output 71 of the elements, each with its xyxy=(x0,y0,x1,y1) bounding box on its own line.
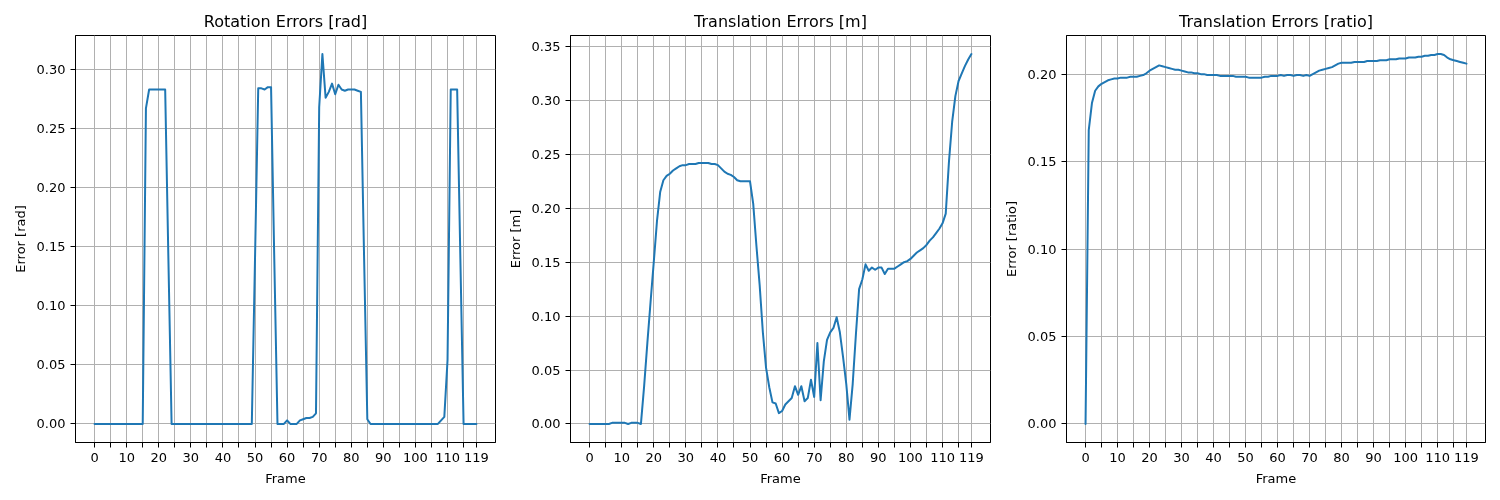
x-tick-label: 110 xyxy=(930,449,955,465)
x-tick-label: 70 xyxy=(310,449,328,465)
x-tick-label: 119 xyxy=(464,449,489,465)
x-tick-label: 50 xyxy=(1237,449,1254,465)
x-tick-label: 0 xyxy=(1081,449,1090,465)
y-tick-label: 0.10 xyxy=(531,308,561,324)
y-tick-label: 0.15 xyxy=(531,254,561,270)
y-tick-label: 0.10 xyxy=(36,298,66,314)
chart-title: Rotation Errors [rad] xyxy=(203,11,368,31)
y-axis-title: Error [rad] xyxy=(12,205,28,273)
y-tick-label: 0.15 xyxy=(1027,154,1057,170)
x-tick-label: 119 xyxy=(959,449,984,465)
x-tick-label: 60 xyxy=(773,449,791,465)
x-tick-label: 90 xyxy=(1365,449,1382,465)
line-series xyxy=(93,53,478,425)
x-tick-label: 50 xyxy=(741,449,759,465)
y-tick-label: 0.00 xyxy=(1027,416,1057,432)
x-tick-label: 20 xyxy=(1141,449,1158,465)
y-tick-label: 0.30 xyxy=(36,61,66,77)
y-tick-label: 0.05 xyxy=(36,357,66,373)
x-axis-title: Frame xyxy=(760,470,801,486)
y-tick-label: 0.20 xyxy=(531,200,561,216)
x-tick-label: 30 xyxy=(1173,449,1190,465)
x-tick-label: 40 xyxy=(214,449,232,465)
y-tick-label: 0.35 xyxy=(531,39,561,54)
x-tick-label: 100 xyxy=(898,449,923,465)
x-tick-label: 119 xyxy=(1454,449,1479,465)
y-tick-label: 0.10 xyxy=(1027,241,1057,257)
x-tick-label: 110 xyxy=(1425,449,1451,465)
y-tick-label: 0.15 xyxy=(36,239,66,255)
y-axis-title: Error [ratio] xyxy=(1003,201,1019,277)
y-tick-label: 0.25 xyxy=(36,121,66,136)
x-tick-label: 100 xyxy=(403,449,428,465)
x-tick-label: 30 xyxy=(182,449,200,465)
y-tick-label: 0.20 xyxy=(1027,66,1057,82)
x-tick-label: 80 xyxy=(838,449,855,465)
x-tick-label: 10 xyxy=(1109,449,1126,465)
x-tick-label: 70 xyxy=(1301,449,1318,465)
x-tick-label: 50 xyxy=(246,449,264,465)
y-tick-label: 0.30 xyxy=(531,92,561,108)
y-tick-label: 0.05 xyxy=(531,362,561,378)
x-tick-label: 80 xyxy=(343,449,360,465)
x-tick-label: 80 xyxy=(1333,449,1350,465)
x-tick-label: 90 xyxy=(375,449,392,465)
x-tick-label: 60 xyxy=(278,449,296,465)
x-tick-label: 20 xyxy=(150,449,168,465)
x-tick-label: 30 xyxy=(677,449,695,465)
x-tick-label: 0 xyxy=(585,449,594,465)
y-axis-title: Error [m] xyxy=(507,209,523,269)
y-tick-label: 0.20 xyxy=(36,180,66,196)
x-tick-label: 90 xyxy=(870,449,887,465)
x-tick-label: 10 xyxy=(118,449,135,465)
chart-title: Translation Errors [m] xyxy=(693,11,867,31)
y-tick-label: 0.00 xyxy=(36,416,66,432)
y-tick-label: 0.25 xyxy=(531,146,561,162)
x-tick-label: 70 xyxy=(805,449,823,465)
chart-title: Translation Errors [ratio] xyxy=(1177,11,1374,31)
x-axis-title: Frame xyxy=(265,470,306,486)
x-tick-label: 60 xyxy=(1269,449,1286,465)
x-tick-label: 10 xyxy=(613,449,630,465)
x-tick-label: 40 xyxy=(1205,449,1222,465)
x-tick-label: 110 xyxy=(435,449,460,465)
line-series xyxy=(588,53,973,425)
x-tick-label: 0 xyxy=(90,449,99,465)
y-tick-label: 0.05 xyxy=(1027,329,1057,345)
line-series xyxy=(1084,53,1468,425)
x-axis-title: Frame xyxy=(1255,470,1297,486)
x-tick-label: 20 xyxy=(645,449,663,465)
x-tick-label: 40 xyxy=(709,449,727,465)
x-tick-label: 100 xyxy=(1393,449,1419,465)
y-tick-label: 0.00 xyxy=(531,416,561,432)
